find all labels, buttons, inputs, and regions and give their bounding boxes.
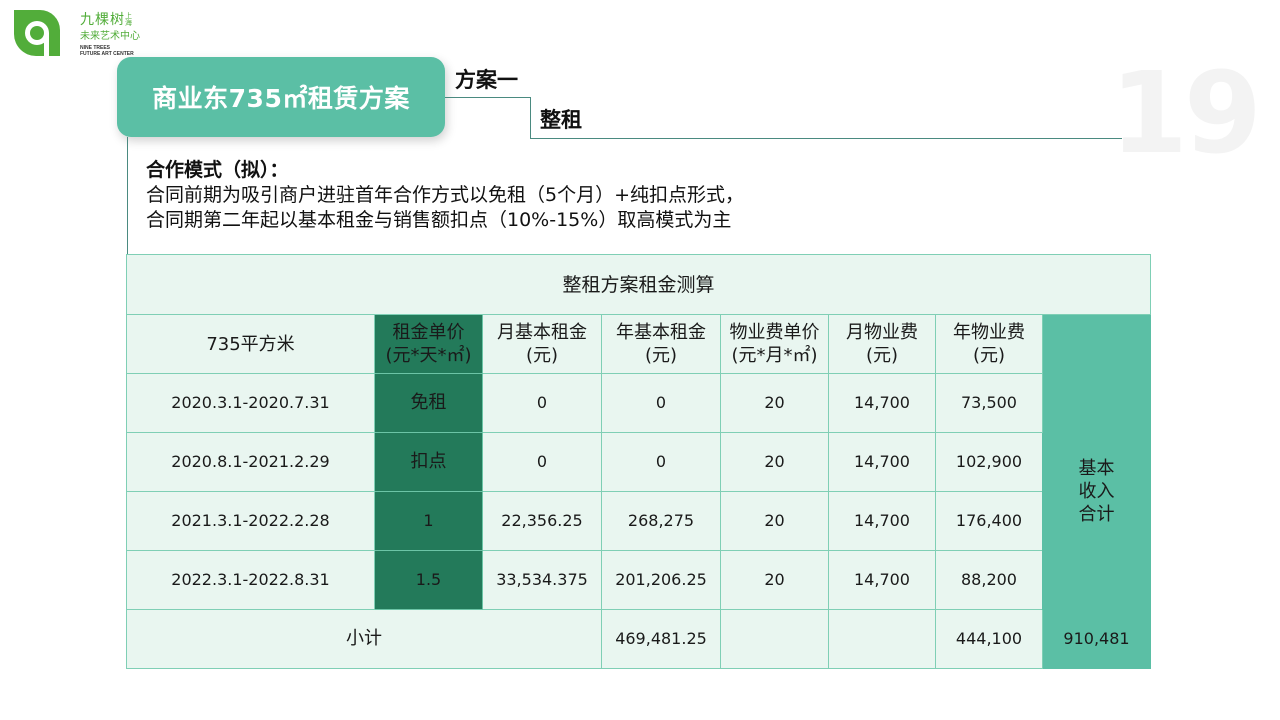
monthly-rent-cell: 33,534.375 — [482, 550, 602, 610]
subtotal-annual-rent: 469,481.25 — [601, 609, 721, 669]
monthly-mgmt-cell: 14,700 — [828, 373, 936, 433]
header-mgmt-unit: 物业费单价 (元*月*㎡) — [720, 314, 829, 374]
monthly-rent-cell: 0 — [482, 373, 602, 433]
page-title: 商业东735㎡租赁方案 — [152, 84, 410, 113]
table-row: 2022.3.1-2022.8.31 1.5 33,534.375 201,20… — [126, 550, 1151, 610]
header-unit-rent: 租金单价 (元*天*㎡) — [374, 314, 483, 374]
monthly-mgmt-cell: 14,700 — [828, 432, 936, 492]
header-annual-mgmt: 年物业费 (元) — [935, 314, 1043, 374]
header-annual-rent: 年基本租金 (元) — [601, 314, 721, 374]
rent-calculation-table: 整租方案租金测算 735平方米 租金单价 (元*天*㎡) 月基本租金 (元) 年基本… — [125, 254, 1152, 669]
table-caption-row: 整租方案租金测算 — [125, 254, 1152, 315]
mgmt-unit-cell: 20 — [720, 491, 829, 551]
logo-text-cn-sub: 未来艺术中心 — [80, 31, 140, 42]
monthly-rent-cell: 22,356.25 — [482, 491, 602, 551]
subtotal-label: 小计 — [126, 609, 602, 669]
logo-text-en: NINE TREES FUTURE ART CENTER — [80, 45, 134, 57]
total-label-cell: 基本 收入 合计 — [1041, 373, 1152, 610]
annual-rent-cell: 0 — [601, 432, 721, 492]
annual-mgmt-cell: 88,200 — [935, 550, 1043, 610]
annual-rent-cell: 268,275 — [601, 491, 721, 551]
mgmt-unit-cell: 20 — [720, 373, 829, 433]
subtotal-mgmt-unit — [720, 609, 829, 669]
table-header-row: 735平方米 租金单价 (元*天*㎡) 月基本租金 (元) 年基本租金 (元) 物业费… — [126, 314, 1152, 374]
mgmt-unit-cell: 20 — [720, 550, 829, 610]
connector-line — [530, 97, 531, 139]
header-total-blank — [1041, 314, 1152, 374]
period-cell: 2021.3.1-2022.2.28 — [126, 491, 375, 551]
monthly-mgmt-cell: 14,700 — [828, 550, 936, 610]
annual-mgmt-cell: 73,500 — [935, 373, 1043, 433]
unit-rent-cell: 1 — [374, 491, 483, 551]
logo-text-cn: 九棵树上海 — [80, 12, 133, 28]
cooperation-line-2: 合同期第二年起以基本租金与销售额扣点（10%-15%）取高模式为主 — [146, 209, 732, 231]
monthly-mgmt-cell: 14,700 — [828, 491, 936, 551]
grand-total: 910,481 — [1041, 609, 1152, 669]
header-monthly-rent: 月基本租金 (元) — [482, 314, 602, 374]
connector-line — [530, 138, 1122, 139]
logo: 九棵树上海 未来艺术中心 NINE TREES FUTURE ART CENTE… — [10, 6, 150, 60]
cooperation-line-1: 合同前期为吸引商户进驻首年合作方式以免租（5个月）+纯扣点形式， — [146, 184, 745, 206]
period-cell: 2020.3.1-2020.7.31 — [126, 373, 375, 433]
subtotal-monthly-mgmt — [828, 609, 936, 669]
cooperation-heading: 合作模式（拟）： — [146, 159, 289, 181]
period-cell: 2022.3.1-2022.8.31 — [126, 550, 375, 610]
annual-rent-cell: 0 — [601, 373, 721, 433]
unit-rent-cell: 扣点 — [374, 432, 483, 492]
title-banner: 商业东735㎡租赁方案 — [117, 57, 445, 137]
monthly-rent-cell: 0 — [482, 432, 602, 492]
plan-label: 方案一 — [455, 68, 518, 92]
connector-line — [127, 137, 128, 255]
annual-mgmt-cell: 176,400 — [935, 491, 1043, 551]
table-row: 2021.3.1-2022.2.28 1 22,356.25 268,275 2… — [126, 491, 1151, 551]
subtotal-row: 小计 469,481.25 444,100 910,481 — [126, 609, 1152, 669]
annual-rent-cell: 201,206.25 — [601, 550, 721, 610]
page-number: 19 — [1110, 49, 1262, 179]
connector-line — [445, 97, 531, 98]
nine-trees-logo-icon — [14, 10, 60, 56]
header-area: 735平方米 — [126, 314, 375, 374]
sub-label: 整租 — [540, 108, 582, 132]
unit-rent-cell: 免租 — [374, 373, 483, 433]
period-cell: 2020.8.1-2021.2.29 — [126, 432, 375, 492]
cooperation-description: 合作模式（拟）： 合同前期为吸引商户进驻首年合作方式以免租（5个月）+纯扣点形式… — [146, 158, 744, 233]
header-monthly-mgmt: 月物业费 (元) — [828, 314, 936, 374]
subtotal-annual-mgmt: 444,100 — [935, 609, 1043, 669]
table-row: 2020.8.1-2021.2.29 扣点 0 0 20 14,700 102,… — [126, 432, 1151, 492]
mgmt-unit-cell: 20 — [720, 432, 829, 492]
unit-rent-cell: 1.5 — [374, 550, 483, 610]
table-caption: 整租方案租金测算 — [125, 254, 1152, 315]
table-row: 2020.3.1-2020.7.31 免租 0 0 20 14,700 73,5… — [126, 373, 1152, 610]
annual-mgmt-cell: 102,900 — [935, 432, 1043, 492]
